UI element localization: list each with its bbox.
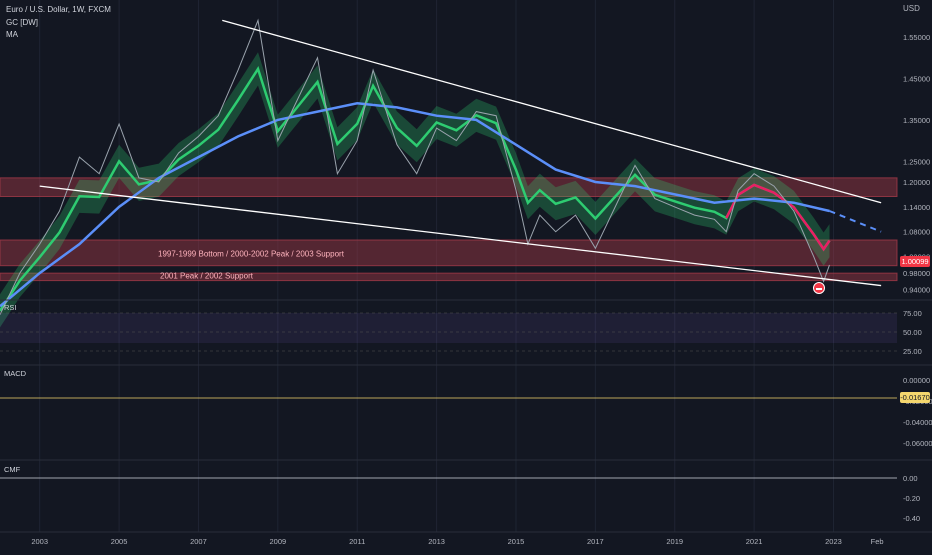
- macd-tick-2: -0.04000: [903, 418, 932, 427]
- price-axis-currency: USD: [903, 4, 920, 13]
- macd-value-badge: -0.01670: [900, 392, 930, 403]
- macd-label: MACD: [4, 369, 27, 378]
- time-tick-7: 2017: [587, 537, 604, 546]
- support-zone-0: [0, 177, 898, 198]
- time-tick-1: 2005: [111, 537, 128, 546]
- price-tick-6: 1.08000: [903, 228, 930, 237]
- time-tick-2: 2007: [190, 537, 207, 546]
- last-price-badge: 1.00099: [900, 256, 930, 267]
- ma-line: [0, 102, 830, 308]
- time-tick-10: 2023: [825, 537, 842, 546]
- price-tick-1: 1.45000: [903, 74, 930, 83]
- cmf-tick-1: -0.20: [903, 494, 920, 503]
- time-tick-4: 2011: [349, 537, 365, 546]
- rsi-tick-2: 25.00: [903, 347, 922, 356]
- price-line: [0, 18, 830, 315]
- price-tick-4: 1.20000: [903, 178, 930, 187]
- time-tick-0: 2003: [31, 537, 48, 546]
- time-tick-9: 2021: [746, 537, 763, 546]
- rsi-label: RSI: [4, 303, 17, 312]
- zone-lower-label: 2001 Peak / 2002 Support: [160, 272, 254, 281]
- macd-tick-3: -0.06000: [903, 439, 932, 448]
- symbol-title[interactable]: Euro / U.S. Dollar, 1W, FXCM: [6, 5, 111, 14]
- time-tick-6: 2015: [508, 537, 525, 546]
- support-zone-2: [0, 272, 898, 282]
- support-zone-1: [0, 239, 898, 267]
- time-tick-5: 2013: [428, 537, 445, 546]
- time-tick-3: 2009: [269, 537, 286, 546]
- macd-tick-0: 0.00000: [903, 376, 930, 385]
- ma-projection-line: [829, 210, 882, 233]
- time-tick-8: 2019: [666, 537, 683, 546]
- rsi-band: [0, 313, 897, 343]
- indicator-gc-label[interactable]: GC [DW]: [6, 18, 38, 27]
- price-tick-0: 1.55000: [903, 33, 930, 42]
- zone-upper-label: 1997-1999 Bottom / 2000-2002 Peak / 2003…: [158, 250, 345, 259]
- price-tick-3: 1.25000: [903, 157, 930, 166]
- rsi-tick-0: 75.00: [903, 309, 922, 318]
- price-tick-2: 1.35000: [903, 116, 930, 125]
- gc-ribbon-fill: [0, 52, 830, 328]
- price-tick-9: 0.94000: [903, 286, 930, 295]
- indicator-ma-label[interactable]: MA: [6, 30, 18, 39]
- trendline-1: [39, 185, 882, 287]
- trendline-0: [222, 19, 882, 204]
- cmf-tick-2: -0.40: [903, 514, 920, 523]
- cmf-tick-0: 0.00: [903, 474, 918, 483]
- price-tick-8: 0.98000: [903, 269, 930, 278]
- gc-ribbon-line-bull: [0, 65, 831, 312]
- cmf-label: CMF: [4, 465, 21, 474]
- rsi-tick-1: 50.00: [903, 328, 922, 337]
- price-tick-5: 1.14000: [903, 203, 930, 212]
- time-tick-11: Feb: [871, 537, 884, 546]
- gc-ribbon-line-bear: [725, 183, 831, 252]
- economic-event-icon[interactable]: [813, 282, 825, 294]
